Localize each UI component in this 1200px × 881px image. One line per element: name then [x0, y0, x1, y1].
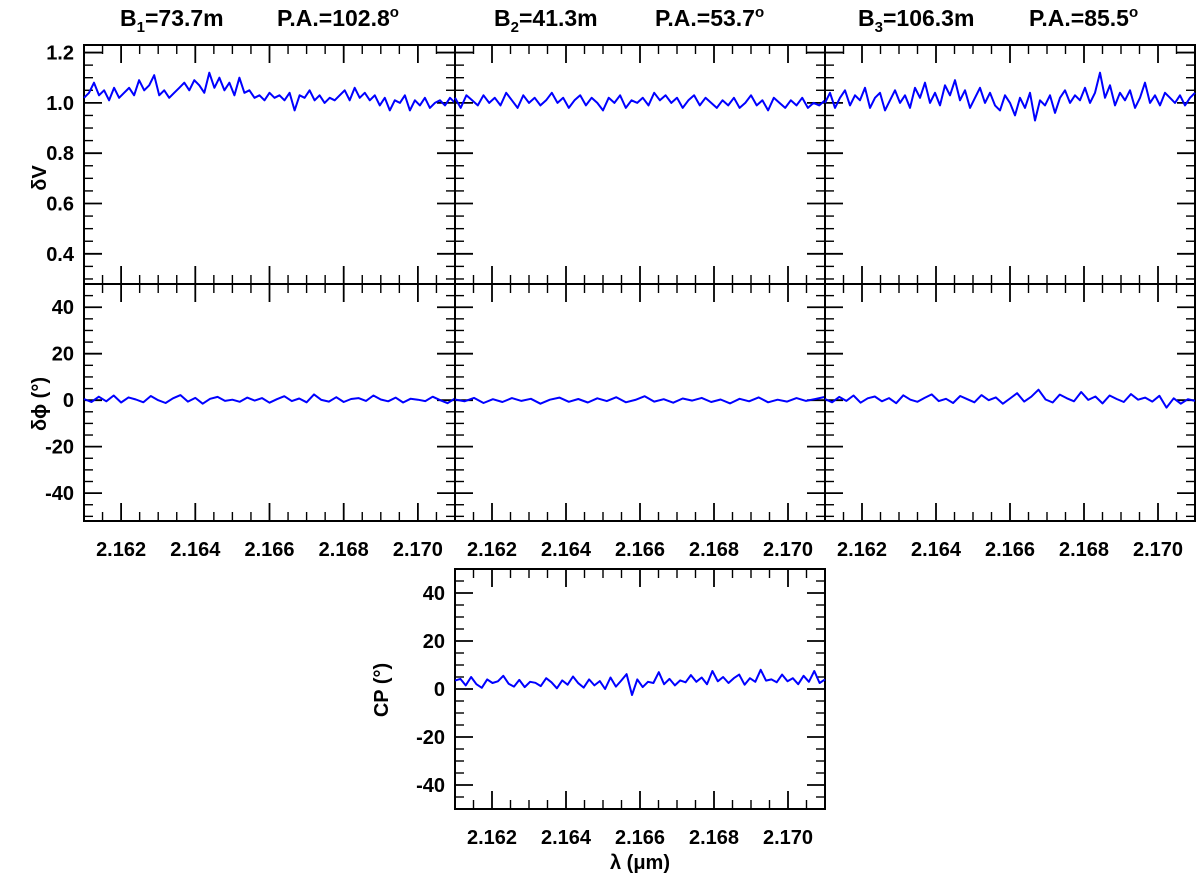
x-tick-label: 2.168: [1059, 539, 1109, 561]
dv-axis-label: δV: [29, 165, 51, 191]
baseline-subscript: 2: [511, 19, 519, 36]
x-tick-label: 2.162: [467, 539, 517, 561]
x-tick-label: 2.168: [689, 827, 739, 849]
dphi-panel-b2: 2.162 2.164 2.166 2.168 2.170: [454, 283, 826, 561]
y-tick-label: 0.8: [46, 143, 74, 165]
y-tick-label: 0: [434, 679, 445, 701]
x-tick-label: 2.168: [689, 539, 739, 561]
dv-panel-b1: 0.4 0.6 0.8 1.0 1.2: [46, 43, 456, 285]
dphi-axis-label: δϕ (°): [29, 377, 51, 431]
y-tick-label: 40: [423, 583, 445, 605]
y-tick-label: -20: [45, 437, 74, 459]
x-tick-label: 2.166: [615, 827, 665, 849]
y-tick-label: 40: [52, 297, 74, 319]
baseline-subscript: 1: [137, 19, 145, 36]
x-tick-label: 2.164: [911, 539, 962, 561]
y-tick-label: 0.4: [46, 244, 75, 266]
baseline-length: =41.3m: [519, 5, 598, 31]
x-axis-label: λ (μm): [610, 852, 670, 874]
baseline-length: =106.3m: [883, 5, 974, 31]
y-tick-label: 0: [63, 390, 74, 412]
plot-frame: [454, 568, 826, 810]
x-tick-label: 2.170: [763, 827, 813, 849]
x-tick-label: 2.164: [170, 539, 221, 561]
x-tick-label: 2.170: [393, 539, 443, 561]
data-series-line: [83, 71, 456, 112]
data-series-line: [824, 71, 1196, 122]
baseline-length: =73.7m: [145, 5, 224, 31]
data-series-line: [454, 395, 826, 405]
dv-panel-b2: [454, 44, 826, 285]
degree-superscript: o: [1129, 4, 1138, 21]
x-tick-label: 2.164: [541, 827, 592, 849]
y-tick-label: -40: [416, 775, 445, 797]
dphi-panel-b3: 2.162 2.164 2.166 2.168 2.170: [824, 283, 1196, 561]
dv-panel-b3: [824, 44, 1196, 285]
dphi-panel-b1: -40 -20 0 20 40 2.162 2.164 2.166 2.168 2.170: [45, 283, 456, 561]
data-series-line: [824, 388, 1196, 409]
data-series-line: [454, 91, 826, 112]
cp-axis-label: CP (°): [371, 663, 393, 717]
position-angle-b3: P.A.=85.5o: [1029, 4, 1138, 31]
panel-title-b1: B1=73.7m: [120, 5, 224, 36]
x-tick-label: 2.162: [96, 539, 146, 561]
x-tick-label: 2.170: [1133, 539, 1183, 561]
x-tick-label: 2.162: [467, 827, 517, 849]
panel-title-b3: B3=106.3m: [858, 5, 974, 36]
plot-frame: [454, 44, 826, 285]
y-tick-label: 1.0: [46, 93, 74, 115]
baseline-label: B: [494, 5, 511, 31]
position-angle-value: P.A.=53.7: [655, 5, 755, 31]
data-series-line: [454, 668, 826, 696]
baseline-label: B: [120, 5, 137, 31]
x-tick-label: 2.166: [244, 539, 294, 561]
y-tick-label: -20: [416, 727, 445, 749]
x-tick-label: 2.166: [615, 539, 665, 561]
y-tick-label: 1.2: [46, 43, 74, 65]
closure-phase-panel: -40 -20 0 20 40 2.162 2.164 2.166 2.168 2.170: [416, 568, 826, 849]
degree-superscript: o: [390, 4, 399, 21]
plot-frame: [824, 283, 1196, 522]
baseline-subscript: 3: [875, 19, 883, 36]
x-tick-label: 2.164: [541, 539, 592, 561]
y-tick-label: -40: [45, 483, 74, 505]
y-tick-label: 20: [423, 631, 445, 653]
position-angle-b2: P.A.=53.7o: [655, 4, 764, 31]
position-angle-b1: P.A.=102.8o: [277, 4, 399, 31]
y-tick-label: 20: [52, 344, 74, 366]
baseline-label: B: [858, 5, 875, 31]
x-tick-label: 2.170: [763, 539, 813, 561]
y-tick-label: 0.6: [46, 193, 74, 215]
x-tick-label: 2.168: [319, 539, 369, 561]
degree-superscript: o: [755, 4, 764, 21]
position-angle-value: P.A.=85.5: [1029, 5, 1129, 31]
x-tick-label: 2.166: [985, 539, 1035, 561]
panel-title-b2: B2=41.3m: [494, 5, 598, 36]
x-tick-label: 2.162: [837, 539, 887, 561]
plot-frame: [824, 44, 1196, 285]
data-series-line: [83, 393, 456, 405]
position-angle-value: P.A.=102.8: [277, 5, 390, 31]
